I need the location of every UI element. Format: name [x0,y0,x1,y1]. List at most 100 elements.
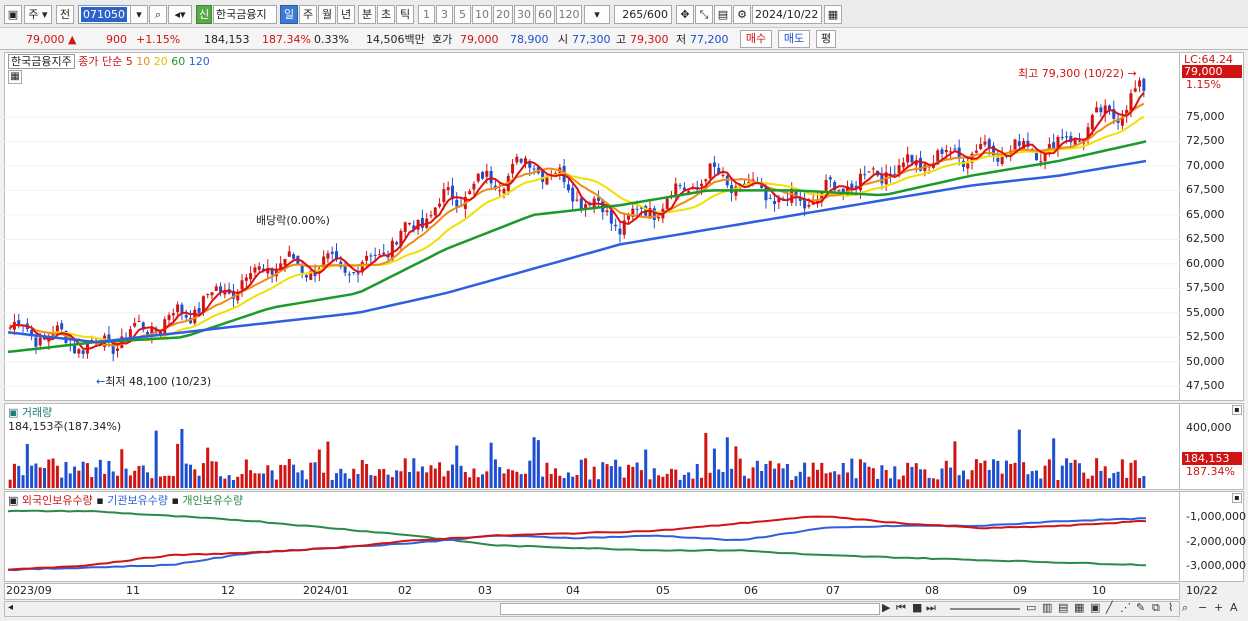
period-week[interactable]: 주 [299,5,317,24]
prev-button[interactable]: 전 [56,5,74,24]
legend-foreign: 외국인보유수량 [21,494,93,507]
dropdown-icon[interactable]: ▾ [130,5,148,24]
panel-icon[interactable]: ▤ [1058,601,1069,614]
interval-120[interactable]: 120 [556,5,582,24]
interval-30[interactable]: 30 [514,5,534,24]
hoga-bid: 78,900 [510,33,549,46]
draw-icon[interactable]: ⤡ [695,5,713,24]
volume-bar [661,476,665,488]
candle-body [244,277,248,281]
volume-bar [485,471,489,488]
stop-icon[interactable]: ■ [912,601,923,614]
minus-icon[interactable]: − [1198,601,1208,614]
chart-scrollbar[interactable]: ◂ [4,601,1180,617]
volume-bar [605,464,609,488]
candle-body [468,191,472,195]
buy-button[interactable]: 매수 [740,30,772,48]
volume-bar [1112,473,1116,488]
price-pane[interactable] [4,52,1180,401]
volume-bar [893,466,897,488]
volume-bar [1129,462,1133,488]
x-label-2: 12 [221,584,235,597]
candle-body [223,290,227,295]
volume-bar [128,475,132,488]
play-icon[interactable]: ▶ [882,601,891,614]
split-icon[interactable]: ▥ [1042,601,1053,614]
volume-bar [717,469,721,488]
volume-bar [721,472,725,488]
plus-icon[interactable]: + [1214,601,1224,614]
candle-body [347,274,351,276]
candle-body [566,184,570,191]
candle-body [197,308,201,314]
period-second[interactable]: 초 [377,5,395,24]
window-icon-2[interactable]: ▦ [1074,601,1085,614]
zoom-icon[interactable]: ⌕ [1182,601,1189,614]
save-icon[interactable]: ▤ [714,5,732,24]
grid-icon[interactable]: ▦ [8,70,22,84]
interval-20[interactable]: 20 [493,5,513,24]
period-year[interactable]: 년 [337,5,355,24]
volume-bar [429,465,433,488]
candle-body [322,256,326,268]
gear-icon[interactable]: ⚙ [733,5,751,24]
trend-icon[interactable]: ⋰ [1120,601,1131,614]
interval-60[interactable]: 60 [535,5,555,24]
interval-5[interactable]: 5 [454,5,471,24]
candle-body [712,162,716,167]
calendar-icon[interactable]: ▦ [824,5,842,24]
candle-body [377,254,381,256]
period-month[interactable]: 월 [318,5,336,24]
sound-icon[interactable]: ◂▾ [168,5,192,24]
period-day[interactable]: 일 [280,5,298,24]
x-label-13: 10/22 [1186,584,1218,597]
holding-close-icon[interactable]: ▪ [1232,493,1242,503]
legend-bar: 한국금융지주 종가 단순 5 10 20 60 120 [8,53,210,69]
type-select[interactable]: 주 ▾ [24,5,52,24]
period-minute[interactable]: 분 [358,5,376,24]
tile-icon[interactable]: ▣ [1090,601,1101,614]
eval-button[interactable]: 평 [816,30,836,48]
code-input[interactable]: 071050 [78,5,146,24]
volume-bar [236,476,240,488]
pen-icon[interactable]: ✎ [1136,601,1146,614]
interval-dropdown[interactable]: ▾ [584,5,610,24]
rewind-icon[interactable]: ⏮ [896,601,906,614]
search-icon[interactable]: ⌕ [149,5,167,24]
candle-body [283,258,287,266]
interval-10[interactable]: 10 [472,5,492,24]
count-field[interactable]: 265/600 [614,5,672,24]
period-tick[interactable]: 틱 [396,5,414,24]
volume-bar [283,465,287,488]
scroll-left-icon[interactable]: ◂ [8,602,14,613]
candle-body [863,174,867,176]
candle-body [678,185,682,187]
line-tool-icon[interactable]: ╱ [1106,601,1113,614]
candle-body [657,217,661,219]
date-field[interactable]: 2024/10/22 [752,5,822,24]
volume-bar [279,464,283,488]
scroll-thumb[interactable] [500,603,880,615]
volume-bar [47,459,51,488]
volume-bar [304,479,308,488]
link-icon[interactable]: ⌇ [1168,601,1174,614]
layout-icon[interactable]: ▭ [1026,601,1037,614]
font-size-icon[interactable]: A [1230,601,1238,614]
sell-button[interactable]: 매도 [778,30,810,48]
volume-bar [90,477,94,488]
volume-bar [1043,465,1047,488]
copy-icon[interactable]: ⧉ [1152,601,1160,614]
candle-body [77,349,81,354]
interval-1[interactable]: 1 [418,5,435,24]
volume-bar [910,466,914,488]
interval-3[interactable]: 3 [436,5,453,24]
hoga-ask: 79,000 [460,33,499,46]
volume-bar [111,471,115,488]
zoom-slider[interactable] [950,608,1020,610]
candle-body [481,172,485,179]
candle-body [51,334,55,336]
forward-icon[interactable]: ⏭ [926,601,936,614]
volume-close-icon[interactable]: ▪ [1232,405,1242,415]
crosshair-icon[interactable]: ✥ [676,5,694,24]
window-icon[interactable]: ▣ [4,5,22,24]
